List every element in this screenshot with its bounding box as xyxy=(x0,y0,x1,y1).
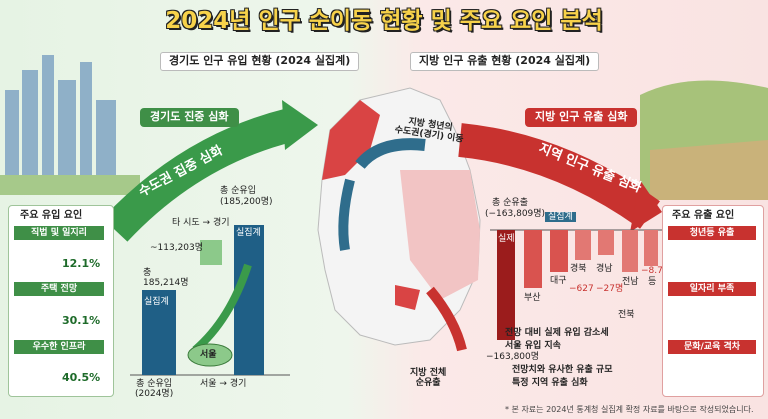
bar xyxy=(524,230,542,288)
left-banner: 경기도 진중 심화 xyxy=(140,108,239,127)
factor-label: 우수한 인프라 xyxy=(14,340,104,355)
seoul-label: 서울 xyxy=(200,350,217,360)
region: 대구 xyxy=(550,276,567,286)
right-banner: 지방 인구 유출 심화 xyxy=(525,108,638,127)
factor-title: 주요 유출 요인 xyxy=(672,210,735,221)
seoul-shape xyxy=(187,343,233,367)
bullet: 특정 지역 유출 심화 xyxy=(512,378,588,388)
right-header: 지방 인구 유출 현황 (2024 실집계) xyxy=(410,52,600,71)
bar xyxy=(142,290,176,375)
map-region xyxy=(400,170,480,300)
bar-label: 실제 xyxy=(498,234,515,244)
footer: * 본 자료는 2024년 통계청 실집계 확정 자료를 바탕으로 작성되었습니… xyxy=(505,405,754,414)
x-label: 총 순유입 (2024명) xyxy=(135,379,174,400)
bar xyxy=(622,230,638,272)
bar-label: 충 185,214명 xyxy=(143,268,189,289)
map-region xyxy=(395,285,420,310)
bullet: 전망치와 유사한 유출 규모 xyxy=(512,365,613,375)
total-value: (−163,809명) xyxy=(485,209,546,219)
value-label: −27명 xyxy=(596,284,624,294)
region: 경북 xyxy=(570,264,587,274)
city-illustration xyxy=(5,55,116,180)
factor-label: 문화/교육 격차 xyxy=(668,340,756,355)
title: 2024년 인구 순이동 현황 및 주요 요인 분석 xyxy=(165,8,603,34)
bar-tag: 실집계 xyxy=(236,228,261,238)
bullet: 전망 대비 실제 유입 감소세 xyxy=(505,328,609,338)
migration-arrow xyxy=(338,178,355,251)
factor-title: 주요 유입 요인 xyxy=(20,210,83,221)
region: 등 xyxy=(648,277,657,287)
bar xyxy=(200,240,222,265)
region: 경남 xyxy=(596,264,613,274)
factor-value: 30.1% xyxy=(62,314,101,327)
seoul-arrow xyxy=(192,263,252,354)
migration-arrow xyxy=(355,138,426,170)
inflow-arrow xyxy=(102,108,295,242)
other-label: 타 시도 → 경기 xyxy=(172,218,230,228)
factor-label: 청년등 유출 xyxy=(668,226,756,241)
value-label: −8.7명 xyxy=(641,266,672,276)
bottom-value: −163,800명 xyxy=(486,352,540,362)
tag: 실집계 xyxy=(545,212,576,223)
center-bottom: 지방 전체 순유출 xyxy=(410,368,447,389)
park xyxy=(0,175,140,195)
total-title: 총 순유입 xyxy=(220,186,256,196)
bar xyxy=(497,230,515,340)
bar xyxy=(598,230,614,255)
total-value: (185,200명) xyxy=(220,197,273,207)
x-label: 서울 → 경기 xyxy=(200,379,247,389)
value-label: −627 xyxy=(569,284,594,294)
bar xyxy=(575,230,591,260)
factor-value: 12.1% xyxy=(62,257,101,270)
arrow-head xyxy=(282,100,318,150)
total-title: 총 순유출 xyxy=(492,198,528,208)
region: 전북 xyxy=(618,310,635,320)
bar xyxy=(550,230,568,272)
factor-value: 40.5% xyxy=(62,371,101,384)
fields xyxy=(650,140,768,200)
map-gyeonggi xyxy=(322,100,380,180)
region: 전남 xyxy=(622,277,639,287)
factor-label: 주택 전망 xyxy=(14,282,104,297)
migration-arrow xyxy=(426,286,467,352)
outflow-arrow xyxy=(458,123,660,229)
arrow-head xyxy=(630,180,662,232)
bar xyxy=(644,230,658,266)
region: 부산 xyxy=(524,293,541,303)
left-header: 경기도 인구 유입 현황 (2024 실집계) xyxy=(160,52,360,71)
factor-label: 직법 및 일지리 xyxy=(14,226,104,241)
bullet: 서울 유입 지속 xyxy=(505,341,561,351)
other-value: ~113,203명 xyxy=(150,243,204,253)
factor-label: 일자리 부족 xyxy=(668,282,756,297)
bar-tag: 실집계 xyxy=(144,297,169,307)
bar xyxy=(234,225,264,375)
